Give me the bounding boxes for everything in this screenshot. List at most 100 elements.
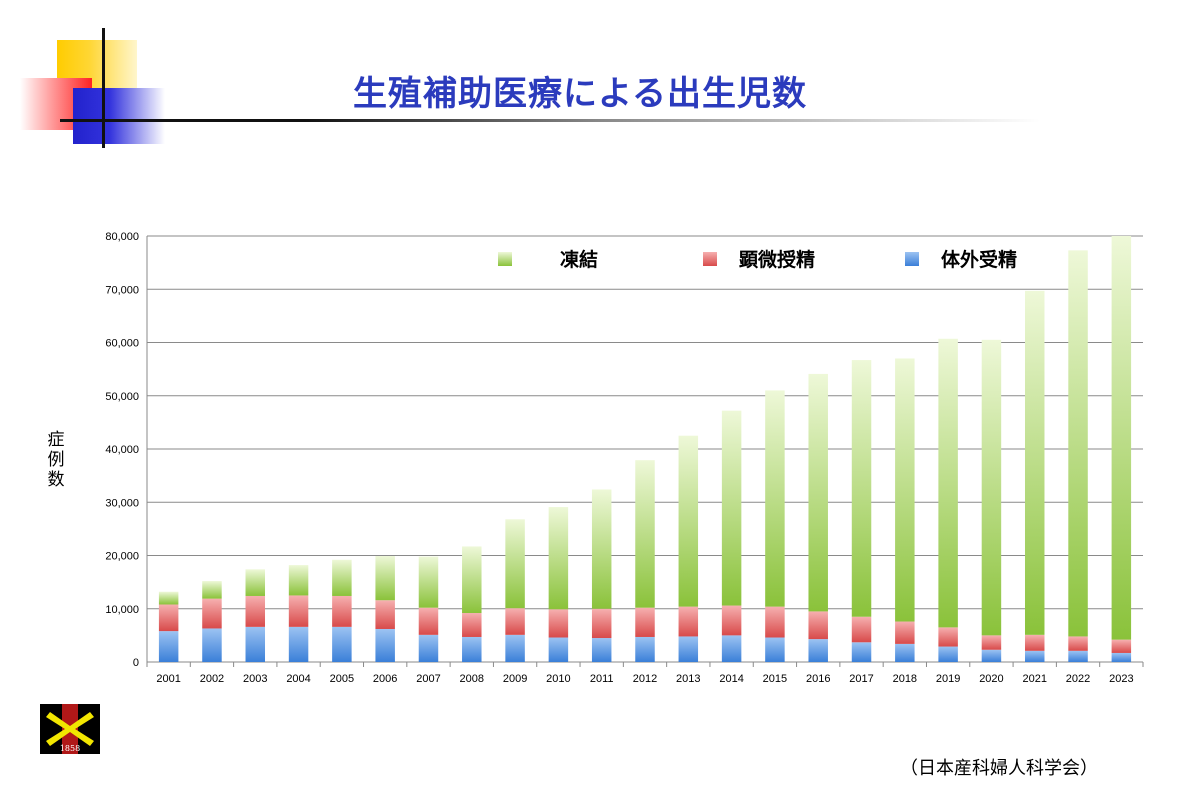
bar-segment: [981, 649, 1002, 662]
x-tick-label: 2023: [1109, 673, 1133, 685]
decor-blue-square: [73, 88, 165, 144]
bar-segment: [375, 556, 395, 601]
bar-segment: [418, 556, 439, 608]
legend-label: 体外受精: [941, 248, 1017, 271]
bar-segment: [505, 519, 525, 609]
bar-segment: [938, 627, 958, 647]
bar-segment: [851, 360, 872, 617]
bar-segment: [1111, 652, 1132, 662]
society-logo: 1858: [40, 704, 100, 754]
bar-segment: [1068, 650, 1088, 662]
bar-segment: [895, 621, 915, 644]
bar-segment: [981, 635, 1002, 650]
bar-segment: [548, 609, 569, 638]
bar-segment: [895, 358, 915, 622]
bar-segment: [721, 635, 742, 662]
bar-segment: [462, 613, 482, 637]
x-tick-label: 2019: [936, 673, 960, 685]
bar-segment: [462, 546, 482, 614]
y-axis-label-char: 症: [47, 430, 65, 450]
slide-title: 生殖補助医療による出生児数: [353, 74, 807, 114]
legend-swatch: [905, 252, 919, 266]
bar-segment: [332, 595, 352, 627]
bar-segment: [765, 390, 785, 607]
x-tick-label: 2015: [763, 673, 787, 685]
y-axis-label-char: 数: [47, 470, 65, 490]
bar-segment: [1024, 290, 1045, 635]
bar-segment: [765, 637, 785, 662]
bar-segment: [938, 646, 958, 662]
bar-segment: [245, 595, 266, 627]
x-tick-label: 2011: [590, 673, 614, 685]
y-tick-label: 40,000: [105, 444, 139, 456]
bar-segment: [375, 628, 395, 662]
y-tick-label: 0: [133, 657, 139, 669]
bar-segment: [1111, 236, 1132, 640]
x-tick-label: 2001: [156, 673, 180, 685]
bar-segment: [418, 634, 439, 662]
bar-segment: [678, 606, 699, 637]
bar-segment: [635, 460, 655, 608]
y-axis-label: 症例数: [44, 430, 68, 490]
bar-segment: [158, 631, 179, 662]
bar-segment: [288, 565, 309, 596]
x-tick-label: 2018: [893, 673, 917, 685]
bar-segment: [938, 338, 958, 628]
x-tick-label: 2012: [633, 673, 657, 685]
bar-segment: [678, 636, 699, 662]
bar-segment: [202, 581, 222, 599]
bar-segment: [288, 626, 309, 662]
bar-segment: [288, 595, 309, 627]
bar-segment: [591, 489, 612, 609]
bar-segment: [332, 559, 352, 596]
x-tick-label: 2006: [373, 673, 397, 685]
x-tick-label: 2014: [719, 673, 743, 685]
bar-segment: [1111, 639, 1132, 653]
x-tick-label: 2020: [979, 673, 1003, 685]
x-tick-label: 2017: [849, 673, 873, 685]
bar-segment: [332, 626, 352, 662]
bar-segment: [548, 507, 569, 610]
x-tick-label: 2010: [546, 673, 570, 685]
x-tick-label: 2016: [806, 673, 830, 685]
bar-segment: [635, 636, 655, 662]
source-note: （日本産科婦人科学会）: [900, 758, 1098, 779]
bar-segment: [375, 600, 395, 629]
bar-segment: [158, 591, 179, 605]
bar-segment: [721, 410, 742, 606]
y-axis-label-char: 例: [47, 450, 65, 470]
bar-segment: [462, 636, 482, 662]
decor-vertical-line: [102, 28, 105, 148]
bar-segment: [1068, 636, 1088, 651]
bar-segment: [895, 643, 915, 662]
bar-segment: [721, 605, 742, 636]
bar-segment: [635, 607, 655, 637]
x-tick-label: 2022: [1066, 673, 1090, 685]
bar-segment: [808, 639, 828, 662]
bar-segment: [158, 604, 179, 632]
bar-segment: [245, 626, 266, 662]
bar-segment: [808, 611, 828, 640]
bar-segment: [591, 608, 612, 639]
y-tick-label: 10,000: [105, 604, 139, 616]
bar-segment: [765, 606, 785, 638]
logo-year: 1858: [60, 744, 80, 753]
bar-segment: [808, 373, 828, 612]
x-tick-label: 2021: [1022, 673, 1046, 685]
x-tick-label: 2004: [286, 673, 310, 685]
bar-segment: [851, 616, 872, 643]
bar-segment: [1024, 634, 1045, 651]
legend-label: 凍結: [560, 248, 598, 271]
bar-segment: [202, 628, 222, 662]
bar-segment: [418, 607, 439, 635]
x-tick-label: 2003: [243, 673, 267, 685]
bar-segment: [678, 435, 699, 607]
y-tick-label: 60,000: [105, 338, 139, 350]
bar-segment: [591, 638, 612, 662]
y-tick-label: 70,000: [105, 284, 139, 296]
y-tick-label: 50,000: [105, 391, 139, 403]
bar-segment: [202, 598, 222, 629]
legend-swatch: [703, 252, 717, 266]
x-tick-label: 2005: [330, 673, 354, 685]
